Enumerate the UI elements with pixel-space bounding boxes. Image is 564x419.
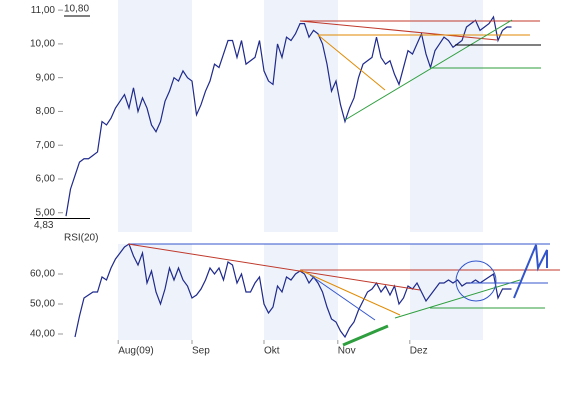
- price-line: [65, 15, 512, 217]
- x-tick-label: Dez: [410, 346, 428, 357]
- trend-lines: [127, 19, 560, 347]
- panel-title: RSI(20): [64, 233, 98, 244]
- trend-line: [317, 34, 386, 91]
- y-tick-label: 10,00: [30, 39, 55, 50]
- y-tick-label: 5,00: [36, 207, 56, 218]
- annotation: 4,83: [34, 220, 54, 231]
- x-tick-label: Okt: [264, 346, 280, 357]
- y-tick-label: 40,00: [30, 329, 55, 340]
- y-tick-label: 9,00: [36, 72, 56, 83]
- arrow: [513, 244, 548, 299]
- trend-line: [299, 20, 498, 41]
- trend-line: [309, 274, 376, 321]
- band: [264, 244, 338, 340]
- trend-line: [344, 19, 513, 121]
- y-tick-label: 7,00: [36, 140, 56, 151]
- x-tick-label: Sep: [192, 346, 210, 357]
- y-tick-label: 8,00: [36, 106, 56, 117]
- y-tick-label: 50,00: [30, 299, 55, 310]
- highlight-circle: [455, 260, 497, 302]
- trend-line: [342, 324, 389, 347]
- x-tick-label: Nov: [338, 346, 356, 357]
- band: [118, 244, 192, 340]
- plot: 5,00 6,00 7,00 8,00 9,00 10,00 11,00 10,80 4,83 4…: [30, 4, 512, 357]
- band: [118, 0, 192, 232]
- trend-line: [299, 269, 401, 316]
- band: [264, 0, 338, 232]
- y-tick-label: 11,00: [31, 5, 56, 16]
- y-tick-label: 6,00: [36, 174, 56, 185]
- y-tick-label: 60,00: [30, 269, 55, 280]
- trend-line: [127, 243, 421, 291]
- price-line: [74, 243, 512, 339]
- x-tick-label: Aug(09): [118, 346, 154, 357]
- trend-line: [394, 279, 521, 319]
- annotation: 10,80: [64, 4, 89, 15]
- shaded-bands: [118, 0, 483, 340]
